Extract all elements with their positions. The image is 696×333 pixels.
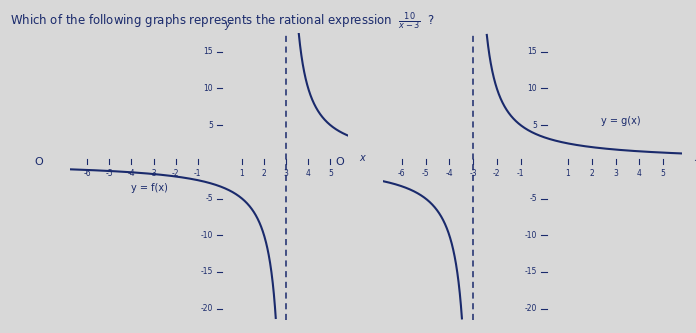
Text: 15: 15 (528, 47, 537, 56)
Text: 4: 4 (637, 169, 642, 178)
Text: -5: -5 (530, 194, 537, 203)
Text: 5: 5 (208, 121, 213, 130)
Text: -4: -4 (445, 169, 453, 178)
Text: -5: -5 (422, 169, 429, 178)
Text: y: y (225, 20, 230, 30)
Text: -20: -20 (201, 304, 213, 313)
Text: -10: -10 (525, 231, 537, 240)
Text: -2: -2 (493, 169, 500, 178)
Text: y = f(x): y = f(x) (131, 182, 168, 192)
Text: 2: 2 (262, 169, 267, 178)
Text: 10: 10 (528, 84, 537, 93)
Text: -5: -5 (205, 194, 213, 203)
Text: -4: -4 (127, 169, 135, 178)
Text: 5: 5 (661, 169, 665, 178)
Text: x: x (359, 153, 365, 163)
Text: 4: 4 (306, 169, 310, 178)
Text: O: O (335, 157, 345, 167)
Text: -15: -15 (201, 267, 213, 276)
Text: 5: 5 (328, 169, 333, 178)
Text: -1: -1 (194, 169, 202, 178)
Text: O: O (34, 157, 43, 167)
Text: Which of the following graphs represents the rational expression  $\frac{10}{x-3: Which of the following graphs represents… (10, 10, 436, 32)
Text: 5: 5 (532, 121, 537, 130)
Text: -6: -6 (398, 169, 406, 178)
Text: 15: 15 (204, 47, 213, 56)
Text: -15: -15 (525, 267, 537, 276)
Text: 2: 2 (590, 169, 594, 178)
Text: 1: 1 (566, 169, 571, 178)
Text: -3: -3 (469, 169, 477, 178)
Text: -10: -10 (201, 231, 213, 240)
Text: 3: 3 (284, 169, 289, 178)
Text: 10: 10 (204, 84, 213, 93)
Text: y = g(x): y = g(x) (601, 117, 640, 127)
Text: -6: -6 (84, 169, 91, 178)
Text: -2: -2 (172, 169, 180, 178)
Text: 1: 1 (239, 169, 244, 178)
Text: x: x (694, 153, 696, 163)
Text: -5: -5 (106, 169, 113, 178)
Text: -20: -20 (525, 304, 537, 313)
Text: -1: -1 (517, 169, 524, 178)
Text: 3: 3 (613, 169, 618, 178)
Text: -3: -3 (150, 169, 157, 178)
